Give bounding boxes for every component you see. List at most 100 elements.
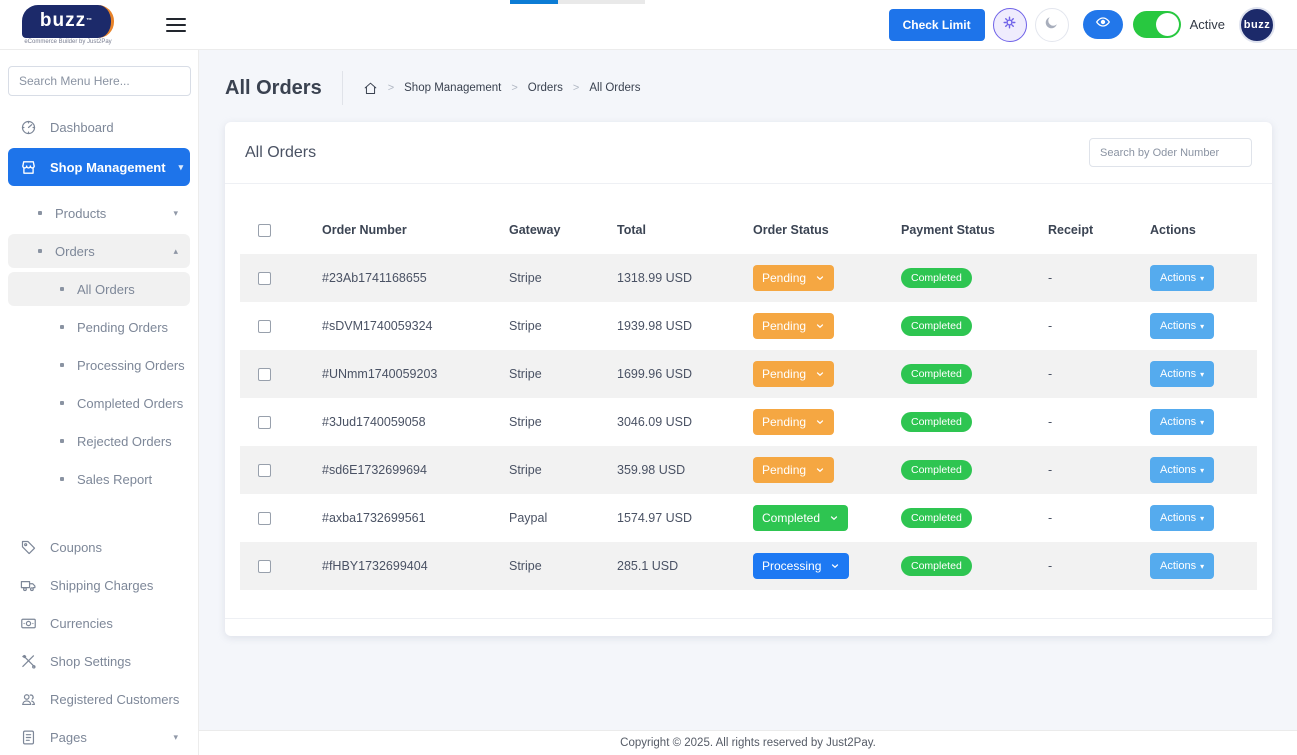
row-checkbox[interactable] bbox=[258, 560, 271, 573]
payment-status-badge: Completed bbox=[901, 316, 972, 336]
actions-button[interactable]: Actions▾ bbox=[1150, 361, 1214, 387]
active-toggle[interactable] bbox=[1133, 11, 1181, 38]
sidebar-search-input[interactable] bbox=[8, 66, 191, 96]
order-status-select[interactable]: Pending bbox=[753, 265, 834, 291]
sidebar-item-completed-orders[interactable]: Completed Orders bbox=[8, 386, 190, 420]
moon-icon bbox=[1043, 14, 1060, 36]
select-all-checkbox[interactable] bbox=[258, 224, 271, 237]
actions-button[interactable]: Actions▾ bbox=[1150, 265, 1214, 291]
sidebar-item-label: Orders bbox=[55, 244, 95, 259]
sidebar-item-pages[interactable]: Pages▾ bbox=[8, 720, 190, 754]
preview-button[interactable] bbox=[1083, 10, 1123, 39]
order-number-cell: #axba1732699561 bbox=[322, 494, 509, 542]
order-number-cell: #3Jud1740059058 bbox=[322, 398, 509, 446]
card-header: All Orders bbox=[225, 122, 1272, 184]
sidebar-item-label: Pending Orders bbox=[77, 320, 168, 335]
chevron-up-icon: ▴ bbox=[173, 246, 178, 257]
sidebar-item-dashboard[interactable]: Dashboard bbox=[8, 110, 190, 144]
chevron-right-icon: > bbox=[511, 82, 517, 94]
menu-toggle-icon[interactable] bbox=[166, 14, 186, 36]
total-cell: 359.98 USD bbox=[617, 446, 753, 494]
main-content: All Orders >Shop Management>Orders>All O… bbox=[199, 0, 1297, 755]
app-logo[interactable]: buzz™ eCommerce Builder by Just2Pay bbox=[0, 5, 150, 45]
row-checkbox[interactable] bbox=[258, 512, 271, 525]
row-checkbox[interactable] bbox=[258, 272, 271, 285]
sidebar-item-currencies[interactable]: Currencies bbox=[8, 606, 190, 640]
sidebar-item-orders[interactable]: Orders ▴ bbox=[8, 234, 190, 268]
logo-tagline: eCommerce Builder by Just2Pay bbox=[22, 39, 114, 45]
sidebar-item-coupons[interactable]: Coupons bbox=[8, 530, 190, 564]
row-checkbox[interactable] bbox=[258, 368, 271, 381]
payment-status-badge: Completed bbox=[901, 412, 972, 432]
sidebar-item-products[interactable]: Products ▾ bbox=[8, 196, 190, 230]
sidebar-item-label: Products bbox=[55, 206, 106, 221]
copyright-text: Copyright © 2025. All rights reserved by… bbox=[620, 737, 876, 749]
payment-status-badge: Completed bbox=[901, 268, 972, 288]
check-limit-button[interactable]: Check Limit bbox=[889, 9, 985, 41]
dark-mode-button[interactable] bbox=[1035, 8, 1069, 42]
chevron-down-icon: ▾ bbox=[173, 208, 178, 219]
chevron-down-icon: ▾ bbox=[179, 162, 184, 173]
order-status-select[interactable]: Pending bbox=[753, 313, 834, 339]
sidebar-item-shop-settings[interactable]: Shop Settings bbox=[8, 644, 190, 678]
truck-icon bbox=[20, 577, 37, 594]
order-search-input[interactable] bbox=[1089, 138, 1252, 167]
receipt-cell: - bbox=[1048, 254, 1150, 302]
actions-button[interactable]: Actions▾ bbox=[1150, 505, 1214, 531]
actions-button[interactable]: Actions▾ bbox=[1150, 457, 1214, 483]
settings-button[interactable] bbox=[993, 8, 1027, 42]
order-row: #sDVM1740059324Stripe1939.98 USDPendingC… bbox=[240, 302, 1257, 350]
sidebar-item-registered-customers[interactable]: Registered Customers bbox=[8, 682, 190, 716]
banknote-icon bbox=[20, 615, 37, 632]
bullet-icon bbox=[60, 439, 64, 443]
order-status-select[interactable]: Pending bbox=[753, 409, 834, 435]
gateway-cell: Stripe bbox=[509, 446, 617, 494]
sidebar: Dashboard Shop Management▾ Products ▾ Orders… bbox=[0, 50, 199, 755]
row-checkbox[interactable] bbox=[258, 416, 271, 429]
gear-icon bbox=[1001, 14, 1018, 36]
sidebar-item-label: Shipping Charges bbox=[50, 578, 153, 593]
bullet-icon bbox=[38, 211, 42, 215]
page-title: All Orders bbox=[225, 77, 322, 100]
sidebar-item-processing-orders[interactable]: Processing Orders bbox=[8, 348, 190, 382]
sidebar-item-label: Coupons bbox=[50, 540, 102, 555]
sidebar-item-pending-orders[interactable]: Pending Orders bbox=[8, 310, 190, 344]
order-status-select[interactable]: Pending bbox=[753, 457, 834, 483]
order-status-select[interactable]: Pending bbox=[753, 361, 834, 387]
card-title: All Orders bbox=[245, 144, 316, 162]
row-checkbox[interactable] bbox=[258, 464, 271, 477]
payment-status-badge: Completed bbox=[901, 556, 972, 576]
payment-status-badge: Completed bbox=[901, 364, 972, 384]
sidebar-item-shop-management[interactable]: Shop Management▾ bbox=[8, 148, 190, 186]
sidebar-menu: Dashboard Shop Management▾ Products ▾ Orders… bbox=[0, 110, 198, 754]
gateway-cell: Stripe bbox=[509, 398, 617, 446]
active-label: Active bbox=[1190, 17, 1225, 32]
sidebar-item-rejected-orders[interactable]: Rejected Orders bbox=[8, 424, 190, 458]
row-checkbox[interactable] bbox=[258, 320, 271, 333]
shop-icon bbox=[20, 159, 37, 176]
tag-icon bbox=[20, 539, 37, 556]
order-status-select[interactable]: Processing bbox=[753, 553, 849, 579]
actions-button[interactable]: Actions▾ bbox=[1150, 553, 1214, 579]
sidebar-item-label: Processing Orders bbox=[77, 358, 185, 373]
actions-button[interactable]: Actions▾ bbox=[1150, 409, 1214, 435]
orders-table-wrap: Order Number Gateway Total Order Status … bbox=[225, 184, 1272, 618]
sidebar-item-shipping-charges[interactable]: Shipping Charges bbox=[8, 568, 190, 602]
chevron-down-icon bbox=[830, 561, 840, 571]
loading-progress-bar bbox=[510, 0, 645, 4]
page-header: All Orders >Shop Management>Orders>All O… bbox=[199, 50, 1297, 117]
actions-button[interactable]: Actions▾ bbox=[1150, 313, 1214, 339]
order-status-select[interactable]: Completed bbox=[753, 505, 848, 531]
breadcrumb-item-all-orders[interactable]: All Orders bbox=[589, 82, 640, 94]
breadcrumb-item-shop-management[interactable]: Shop Management bbox=[404, 82, 501, 94]
user-avatar[interactable]: buzz bbox=[1239, 7, 1275, 43]
sidebar-item-all-orders[interactable]: All Orders bbox=[8, 272, 190, 306]
receipt-cell: - bbox=[1048, 398, 1150, 446]
chevron-down-icon bbox=[815, 465, 825, 475]
home-icon[interactable] bbox=[363, 81, 378, 96]
breadcrumb-item-orders[interactable]: Orders bbox=[528, 82, 563, 94]
bullet-icon bbox=[60, 287, 64, 291]
order-number-cell: #23Ab1741168655 bbox=[322, 254, 509, 302]
total-cell: 285.1 USD bbox=[617, 542, 753, 590]
sidebar-item-sales-report[interactable]: Sales Report bbox=[8, 462, 190, 496]
